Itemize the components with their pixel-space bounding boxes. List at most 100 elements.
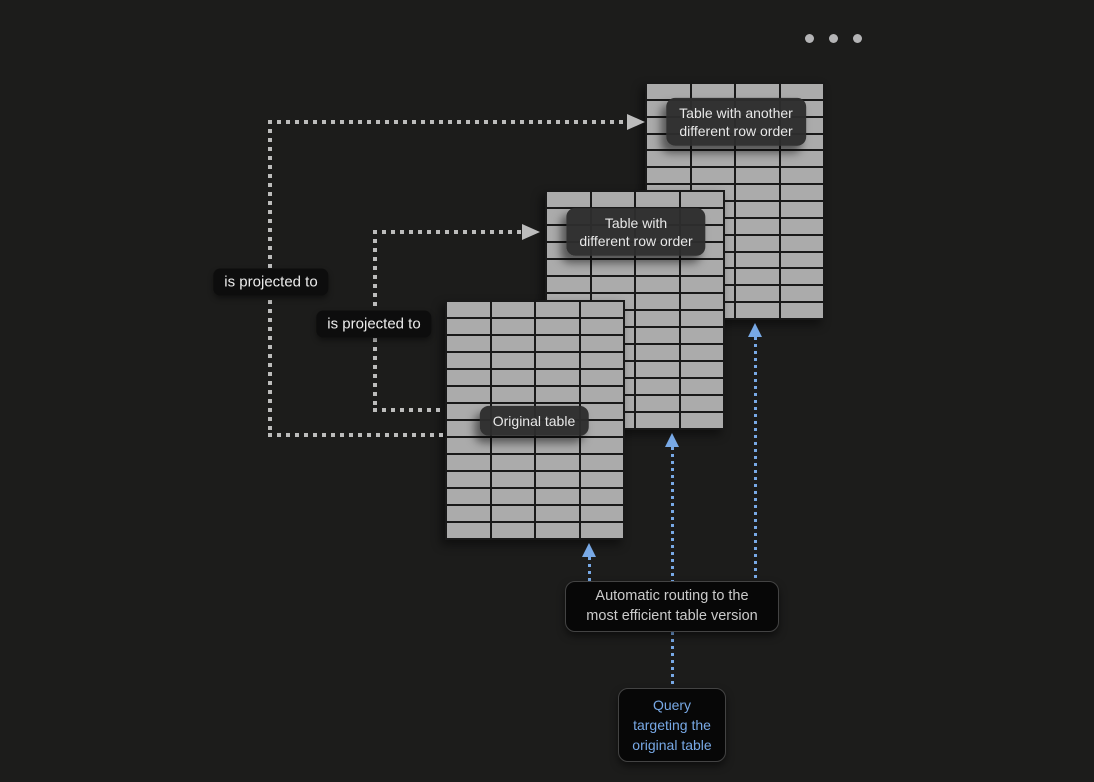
table-cell [736, 168, 779, 184]
table-cell [780, 235, 823, 251]
menu-dot-icon[interactable] [805, 34, 814, 43]
table-cell [680, 260, 723, 275]
projection-label-2: is projected to [316, 310, 432, 338]
table-cell [447, 506, 490, 521]
table-cell [491, 455, 534, 470]
table-cell [580, 472, 623, 487]
table-cell [447, 370, 490, 385]
query-text-line: Query [652, 696, 692, 713]
table-cell [780, 252, 823, 268]
table-cell [536, 353, 579, 368]
label-line: Original table [492, 412, 576, 429]
projection-path-a-bottom [268, 433, 445, 437]
menu-dots[interactable] [805, 34, 862, 43]
table-cell [636, 379, 679, 394]
table-cell [536, 302, 579, 317]
table-cell [580, 302, 623, 317]
table-cell [536, 336, 579, 351]
table-label-another-row-order: Table with another different row order [666, 97, 806, 147]
table-cell [447, 455, 490, 470]
label-line: Table with another [679, 104, 793, 121]
table-cell [736, 235, 779, 251]
table-cell [447, 421, 490, 436]
table-cell [491, 438, 534, 453]
table-cell [580, 370, 623, 385]
query-callout: Query targeting the original table [618, 688, 726, 762]
table-cell [636, 311, 679, 326]
table-cell [780, 303, 823, 318]
table-cell [680, 311, 723, 326]
table-cell [647, 151, 690, 167]
table-cell [491, 387, 534, 402]
table-cell [691, 151, 734, 167]
table-cell [780, 218, 823, 234]
table-cell [547, 260, 590, 275]
table-cell [536, 370, 579, 385]
table-cell [536, 489, 579, 504]
projection-label-1: is projected to [213, 268, 329, 296]
table-cell [736, 269, 779, 285]
table-cell [736, 286, 779, 302]
table-cell [780, 84, 823, 99]
table-cell [580, 438, 623, 453]
table-cell [591, 192, 634, 207]
table-cell [547, 192, 590, 207]
table-cell [491, 302, 534, 317]
table-cell [447, 438, 490, 453]
table-cell [447, 472, 490, 487]
routing-text-line: Automatic routing to the [595, 588, 749, 605]
table-cell [591, 277, 634, 292]
table-cell [780, 168, 823, 184]
menu-dot-icon[interactable] [829, 34, 838, 43]
table-cell [580, 404, 623, 419]
table-cell [680, 328, 723, 343]
menu-dot-icon[interactable] [853, 34, 862, 43]
routing-text-line: most efficient table version [586, 607, 758, 624]
table-cell [636, 192, 679, 207]
table-cell [491, 353, 534, 368]
table-cell [736, 218, 779, 234]
table-cell [736, 84, 779, 99]
table-cell [536, 319, 579, 334]
projection-arrowhead-icon [627, 114, 645, 130]
table-cell [447, 523, 490, 538]
table-cell [636, 294, 679, 309]
routing-callout: Automatic routing to the most efficient … [565, 581, 779, 632]
table-cell [536, 472, 579, 487]
table-cell [636, 413, 679, 428]
table-cell [680, 277, 723, 292]
table-cell [780, 151, 823, 167]
table-cell [491, 489, 534, 504]
table-cell [536, 506, 579, 521]
label-line: Table with [604, 214, 668, 231]
table-cell [680, 192, 723, 207]
table-cell [691, 168, 734, 184]
table-cell [580, 387, 623, 402]
table-cell [580, 421, 623, 436]
table-cell [447, 387, 490, 402]
table-cell [547, 277, 590, 292]
table-cell [491, 523, 534, 538]
projection-path-a-top [268, 120, 627, 124]
table-cell [736, 201, 779, 217]
routing-line-to-middle [671, 447, 674, 581]
table-cell [580, 319, 623, 334]
table-cell [491, 506, 534, 521]
table-cell [580, 455, 623, 470]
table-cell [636, 345, 679, 360]
table-cell [636, 328, 679, 343]
table-cell [736, 151, 779, 167]
table-cell [647, 84, 690, 99]
table-cell [680, 413, 723, 428]
table-cell [691, 84, 734, 99]
projection-path-b-top [373, 230, 522, 234]
table-cell [491, 336, 534, 351]
routing-line-to-back [754, 337, 757, 581]
table-cell [780, 201, 823, 217]
table-cell [491, 319, 534, 334]
query-to-routing-line [671, 632, 674, 688]
table-label-different-row-order: Table with different row order [566, 207, 706, 257]
table-cell [580, 489, 623, 504]
table-cell [780, 286, 823, 302]
